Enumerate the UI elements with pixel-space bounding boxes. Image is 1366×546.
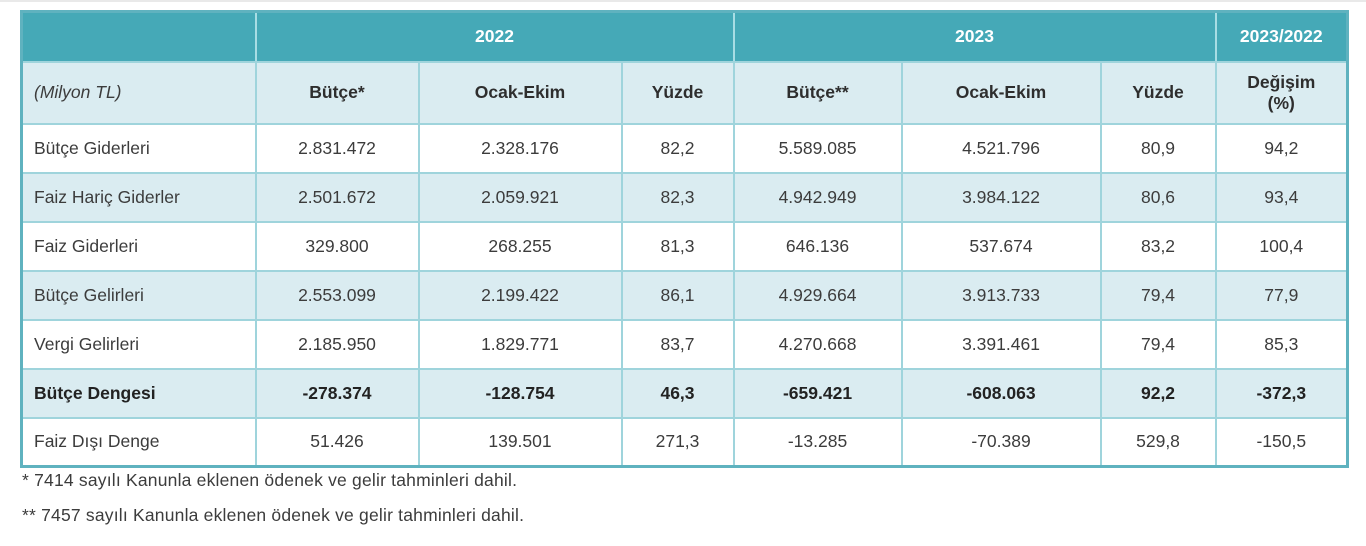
col-budget-2023: Bütçe**	[732, 60, 903, 125]
table-row-butce-giderleri: Bütçe Giderleri 2.831.472 2.328.176 82,2…	[20, 122, 1349, 174]
cell-value: -13.285	[732, 416, 903, 468]
cell-value: -608.063	[900, 367, 1102, 419]
cell-value: 82,3	[620, 171, 735, 223]
budget-table-header: 2022 2023 2023/2022 (Milyon TL) Bütçe* O…	[20, 10, 1349, 125]
cell-value: 646.136	[732, 220, 903, 272]
cell-value: 83,2	[1099, 220, 1217, 272]
footnote-2: ** 7457 sayılı Kanunla eklenen ödenek ve…	[22, 505, 525, 525]
row-label: Vergi Gelirleri	[20, 318, 257, 370]
cell-value: 81,3	[620, 220, 735, 272]
unit-label: (Milyon TL)	[20, 60, 257, 125]
cell-value: -70.389	[900, 416, 1102, 468]
table-row-vergi-gelirleri: Vergi Gelirleri 2.185.950 1.829.771 83,7…	[20, 318, 1349, 370]
cell-value: 83,7	[620, 318, 735, 370]
cell-value: 3.984.122	[900, 171, 1102, 223]
year-header-row: 2022 2023 2023/2022	[20, 10, 1349, 63]
table-row-faiz-disi-denge: Faiz Dışı Denge 51.426 139.501 271,3 -13…	[20, 416, 1349, 468]
cell-value: 268.255	[417, 220, 623, 272]
cell-value: 92,2	[1099, 367, 1217, 419]
col-period-2022: Ocak-Ekim	[417, 60, 623, 125]
budget-table-body: Bütçe Giderleri 2.831.472 2.328.176 82,2…	[20, 122, 1349, 468]
cell-value: -150,5	[1214, 416, 1349, 468]
cell-value: 2.328.176	[417, 122, 623, 174]
row-label: Bütçe Gelirleri	[20, 269, 257, 321]
cell-value: 4.929.664	[732, 269, 903, 321]
cell-value: 1.829.771	[417, 318, 623, 370]
cell-value: 537.674	[900, 220, 1102, 272]
table-row-faiz-giderleri: Faiz Giderleri 329.800 268.255 81,3 646.…	[20, 220, 1349, 272]
cell-value: 93,4	[1214, 171, 1349, 223]
cell-value: 4.521.796	[900, 122, 1102, 174]
corner-cell	[20, 10, 257, 63]
cell-value: 80,6	[1099, 171, 1217, 223]
cell-value: 271,3	[620, 416, 735, 468]
col-period-2023: Ocak-Ekim	[900, 60, 1102, 125]
cell-value: 3.913.733	[900, 269, 1102, 321]
table-row-butce-dengesi: Bütçe Dengesi -278.374 -128.754 46,3 -65…	[20, 367, 1349, 419]
table-row-butce-gelirleri: Bütçe Gelirleri 2.553.099 2.199.422 86,1…	[20, 269, 1349, 321]
year-2022-header: 2022	[254, 10, 735, 63]
cell-value: 5.589.085	[732, 122, 903, 174]
cell-value: 79,4	[1099, 318, 1217, 370]
col-pct-2022: Yüzde	[620, 60, 735, 125]
budget-table: 2022 2023 2023/2022 (Milyon TL) Bütçe* O…	[20, 10, 1350, 468]
cell-value: 3.391.461	[900, 318, 1102, 370]
cell-value: 46,3	[620, 367, 735, 419]
footnote-1: * 7414 sayılı Kanunla eklenen ödenek ve …	[22, 470, 518, 490]
table-row-faiz-haric-giderler: Faiz Hariç Giderler 2.501.672 2.059.921 …	[20, 171, 1349, 223]
cell-value: 77,9	[1214, 269, 1349, 321]
cell-value: -372,3	[1214, 367, 1349, 419]
cell-value: 2.185.950	[254, 318, 420, 370]
cell-value: 82,2	[620, 122, 735, 174]
cell-value: 529,8	[1099, 416, 1217, 468]
cell-value: 2.059.921	[417, 171, 623, 223]
cell-value: 79,4	[1099, 269, 1217, 321]
cell-value: 80,9	[1099, 122, 1217, 174]
cell-value: 51.426	[254, 416, 420, 468]
cell-value: 2.831.472	[254, 122, 420, 174]
cell-value: 100,4	[1214, 220, 1349, 272]
cell-value: -659.421	[732, 367, 903, 419]
cell-value: 139.501	[417, 416, 623, 468]
cell-value: 4.270.668	[732, 318, 903, 370]
cell-value: 85,3	[1214, 318, 1349, 370]
footnotes: * 7414 sayılı Kanunla eklenen ödenek ve …	[22, 470, 1322, 540]
row-label: Faiz Giderleri	[20, 220, 257, 272]
cell-value: 86,1	[620, 269, 735, 321]
row-label: Bütçe Dengesi	[20, 367, 257, 419]
cell-value: 329.800	[254, 220, 420, 272]
cell-value: -128.754	[417, 367, 623, 419]
cell-value: 2.199.422	[417, 269, 623, 321]
ratio-header: 2023/2022	[1214, 10, 1349, 63]
year-2023-header: 2023	[732, 10, 1217, 63]
top-divider	[0, 0, 1366, 2]
sub-header-row: (Milyon TL) Bütçe* Ocak-Ekim Yüzde Bütçe…	[20, 60, 1349, 125]
cell-value: 4.942.949	[732, 171, 903, 223]
row-label: Faiz Hariç Giderler	[20, 171, 257, 223]
col-budget-2022: Bütçe*	[254, 60, 420, 125]
col-pct-2023: Yüzde	[1099, 60, 1217, 125]
cell-value: 2.553.099	[254, 269, 420, 321]
row-label: Faiz Dışı Denge	[20, 416, 257, 468]
cell-value: 2.501.672	[254, 171, 420, 223]
cell-value: -278.374	[254, 367, 420, 419]
cell-value: 94,2	[1214, 122, 1349, 174]
col-change: Değişim (%)	[1214, 60, 1349, 125]
row-label: Bütçe Giderleri	[20, 122, 257, 174]
